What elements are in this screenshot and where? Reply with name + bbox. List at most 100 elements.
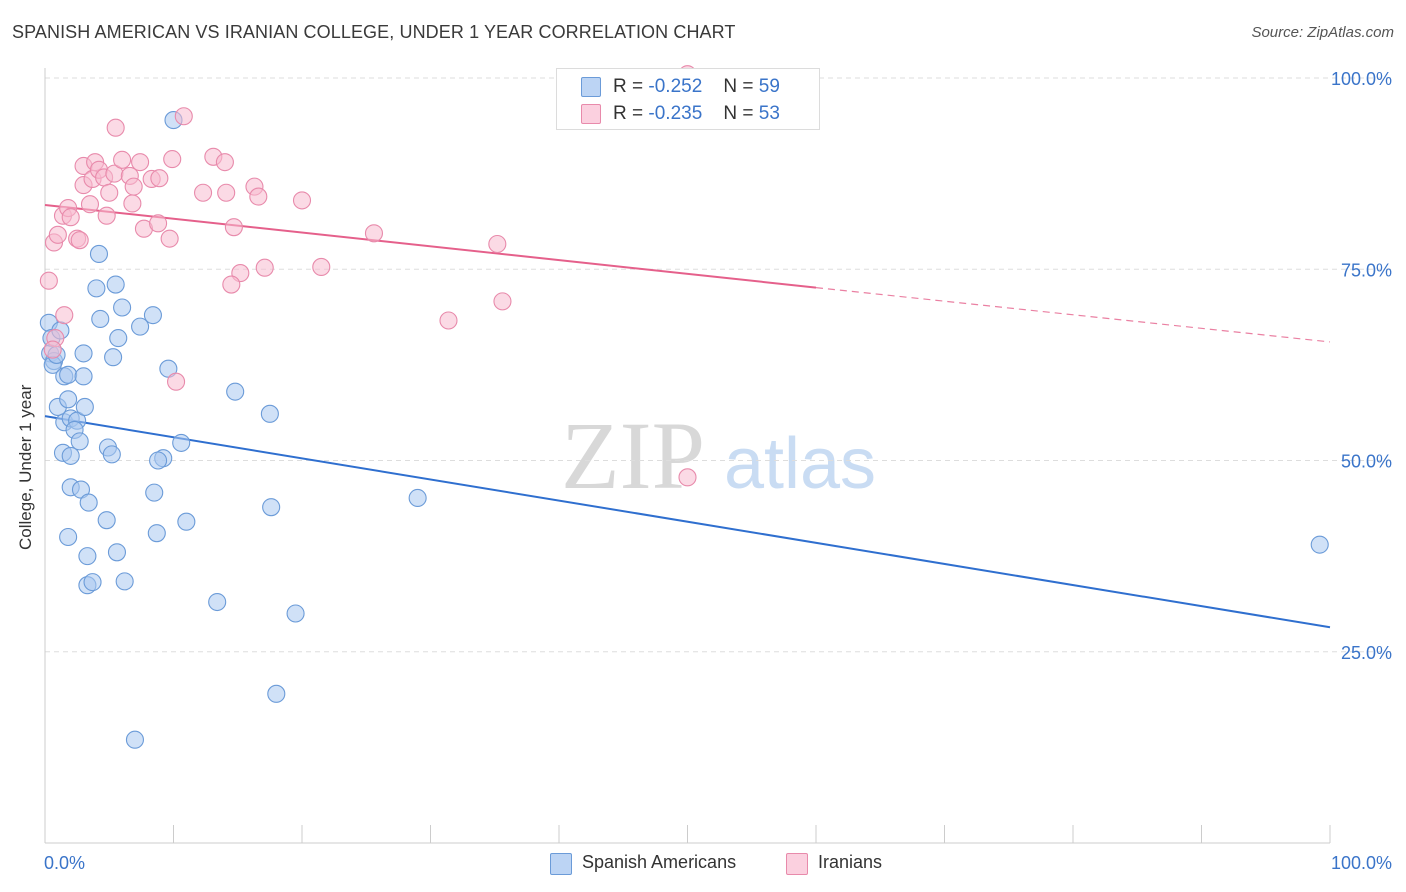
iranian-point xyxy=(217,183,236,202)
spanish-american-point xyxy=(91,309,110,329)
iranian-point xyxy=(113,150,132,169)
spanish-american-point xyxy=(147,524,166,543)
spanish-american-point xyxy=(89,244,109,263)
iranian-point xyxy=(255,258,274,277)
watermark-atlas: atlas xyxy=(724,424,876,504)
spanish-american-point xyxy=(83,573,102,592)
chart-title: SPANISH AMERICAN VS IRANIAN COLLEGE, UND… xyxy=(12,22,736,42)
y-tick-label: 25.0% xyxy=(1341,643,1392,663)
trend-lines xyxy=(44,203,1331,629)
iranian-point xyxy=(493,292,512,311)
spanish-american-point xyxy=(59,365,78,384)
iranian-point xyxy=(106,118,125,137)
spanish-american-point xyxy=(70,432,89,451)
iranian-point xyxy=(160,229,179,248)
spanish-american-point xyxy=(78,547,97,566)
spanish-american-point xyxy=(1310,535,1329,554)
iranian-point xyxy=(312,257,331,277)
gridlines xyxy=(45,77,1392,653)
n-label: N = xyxy=(723,103,754,124)
spanish-american-point xyxy=(177,512,196,531)
spanish-american-point xyxy=(87,279,106,298)
r-label: R = xyxy=(613,76,644,97)
iranian-point xyxy=(150,169,169,188)
iranian-trend-extension xyxy=(815,287,1331,343)
r-label: R = xyxy=(613,103,644,124)
iranian-point xyxy=(163,150,182,169)
watermark-zip: ZIP xyxy=(561,402,705,509)
spanish-american-point xyxy=(145,483,164,502)
spanish-american-point xyxy=(74,367,93,386)
spanish-american-point xyxy=(97,511,116,530)
spanish-american-point xyxy=(104,348,123,367)
spanish-american-point xyxy=(61,446,80,465)
iranian-point xyxy=(678,468,697,487)
spanish-american-point xyxy=(106,275,125,294)
spanish-american-point xyxy=(267,684,286,703)
spanish-american-point xyxy=(208,592,227,612)
legend-swatch-blue xyxy=(550,853,572,875)
legend-stats-iranians: R = -0.235 N = 53 xyxy=(613,103,780,125)
iranian-point xyxy=(488,234,507,254)
spanish-american-point xyxy=(172,433,191,452)
spanish-american-point xyxy=(102,445,121,464)
iranian-point xyxy=(174,107,193,126)
iranian-point xyxy=(123,194,142,213)
iranian-point xyxy=(364,224,384,243)
x-tick-label: 100.0% xyxy=(1331,853,1392,873)
iranian-point xyxy=(249,187,268,206)
iranian-point xyxy=(215,153,234,172)
spanish-american-point xyxy=(286,604,305,623)
spanish-american-point xyxy=(75,397,94,417)
spanish-american-point xyxy=(262,498,281,517)
spanish-american-point xyxy=(149,451,168,470)
axes xyxy=(44,68,1331,844)
iranian-point xyxy=(124,177,143,196)
spanish-american-point xyxy=(113,298,132,317)
n-label: N = xyxy=(723,76,754,97)
iranian-point xyxy=(131,153,150,172)
iranian-point xyxy=(55,306,74,325)
iranian-point xyxy=(167,372,186,391)
spanish-american-point xyxy=(226,382,245,401)
legend-label-spanish-americans: Spanish Americans xyxy=(582,852,737,872)
spanish-american-point xyxy=(79,493,98,512)
y-tick-label: 50.0% xyxy=(1341,452,1392,472)
iranian-point xyxy=(70,231,89,250)
iranian-point xyxy=(439,311,458,330)
iranian-point xyxy=(80,195,100,214)
legend-stats-spanish-americans: R = -0.252 N = 59 xyxy=(613,76,780,98)
iranian-point xyxy=(222,275,241,294)
spanish-american-point xyxy=(59,390,78,409)
legend-swatch-pink xyxy=(786,853,808,875)
spanish-american-trend-line xyxy=(44,415,1331,629)
spanish-american-point xyxy=(125,730,144,749)
spanish-american-point xyxy=(131,317,150,336)
tick-labels: 25.0% 50.0% 75.0% 100.0% 0.0% 100.0% xyxy=(44,69,1392,873)
iranian-point xyxy=(97,206,116,225)
n-value: 59 xyxy=(758,76,780,97)
iranian-point xyxy=(39,271,58,290)
iranian-point xyxy=(43,340,62,359)
legend-swatch-blue xyxy=(581,77,601,97)
iranian-point xyxy=(100,183,119,202)
y-tick-label: 100.0% xyxy=(1331,69,1392,89)
y-tick-label: 75.0% xyxy=(1341,260,1392,280)
r-value: -0.252 xyxy=(648,76,703,97)
spanish-american-point xyxy=(107,543,127,562)
iranian-point xyxy=(292,191,312,210)
iranian-point xyxy=(224,218,243,237)
iranian-trend-line xyxy=(44,203,817,289)
r-value: -0.235 xyxy=(648,103,703,124)
points xyxy=(39,65,1329,749)
correlation-legend: R = -0.252 N = 59 R = -0.235 N = 53 xyxy=(556,68,820,130)
n-value: 53 xyxy=(758,103,780,124)
source-label: Source: ZipAtlas.com xyxy=(1251,24,1394,41)
spanish-american-point xyxy=(59,527,78,547)
spanish-american-point xyxy=(143,306,162,325)
legend-label-iranians: Iranians xyxy=(818,852,883,872)
iranian-point xyxy=(149,214,168,233)
iranian-point xyxy=(61,208,80,227)
iranian-point xyxy=(194,183,213,202)
